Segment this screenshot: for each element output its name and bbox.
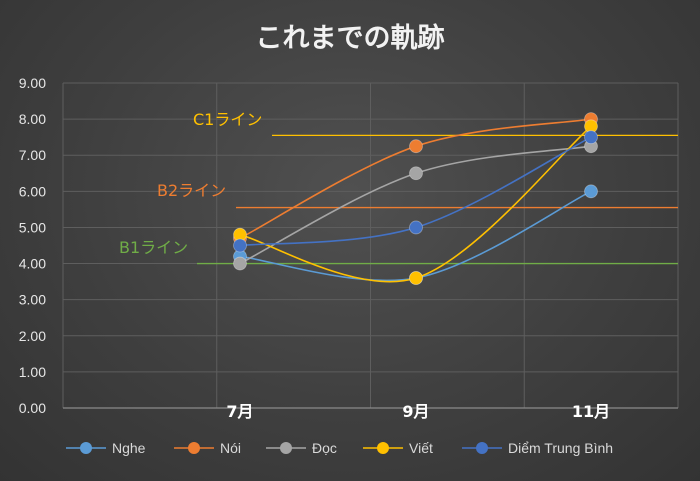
data-point — [584, 130, 598, 145]
legend-marker — [476, 442, 488, 454]
data-point — [409, 271, 423, 285]
series-line — [239, 145, 592, 265]
y-tick-label: 8.00 — [19, 111, 46, 127]
reference-line-label: C1ライン — [193, 110, 262, 129]
series — [233, 112, 598, 285]
reference-lines: C1ライン B2ライン B1ライン — [119, 110, 678, 265]
x-tick-label: 9月 — [402, 402, 429, 421]
legend-marker — [280, 442, 292, 454]
legend-label: Viết — [409, 440, 433, 456]
data-point — [584, 184, 598, 199]
data-point — [233, 256, 247, 271]
legend-label: Nói — [220, 440, 241, 456]
reference-line-label: B1ライン — [119, 238, 188, 257]
data-point — [409, 166, 423, 181]
y-tick-label: 3.00 — [19, 292, 46, 308]
y-tick-label: 2.00 — [19, 328, 46, 344]
legend-label: Đọc — [312, 440, 337, 456]
axes: 0.00 1.00 2.00 3.00 4.00 5.00 6.00 7.00 8.00 9.00… — [19, 75, 678, 421]
legend-marker — [80, 442, 92, 454]
series-line — [239, 190, 592, 282]
x-tick-label: 11月 — [572, 402, 610, 421]
legend: Nghe Nói Đọc Viết Diểm Trung Bình — [66, 440, 613, 456]
grid — [62, 82, 679, 408]
legend-marker — [377, 442, 389, 454]
y-tick-label: 1.00 — [19, 364, 46, 380]
data-point — [233, 238, 247, 253]
y-tick-label: 7.00 — [19, 147, 46, 163]
x-tick-label: 7月 — [226, 402, 253, 421]
legend-label: Nghe — [112, 440, 146, 456]
y-tick-label: 0.00 — [19, 400, 46, 416]
reference-line-label: B2ライン — [157, 181, 226, 200]
y-tick-label: 9.00 — [19, 75, 46, 91]
y-tick-label: 6.00 — [19, 183, 46, 199]
legend-label: Diểm Trung Bình — [508, 440, 613, 456]
data-point — [409, 139, 423, 154]
chart-title: これまでの軌跡 — [256, 23, 445, 54]
y-tick-label: 4.00 — [19, 256, 46, 272]
y-tick-label: 5.00 — [19, 219, 46, 235]
legend-marker — [188, 442, 200, 454]
data-point — [409, 220, 423, 235]
